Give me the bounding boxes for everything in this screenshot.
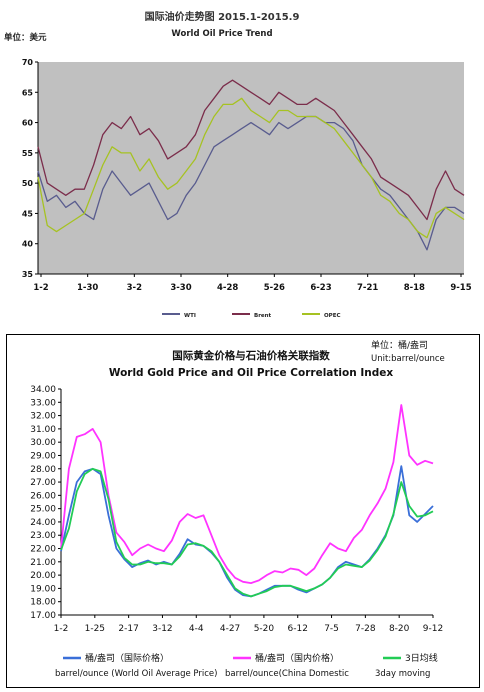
y-tick-label: 65 <box>22 88 34 97</box>
y-tick-label: 70 <box>22 58 34 67</box>
y-tick-label: 45 <box>22 209 34 218</box>
x-tick-label: 1-25 <box>85 624 105 634</box>
x-tick-label: 2-17 <box>118 624 138 634</box>
series-line-3 <box>60 467 434 598</box>
y-tick-label: 20.00 <box>30 571 56 581</box>
correlation-chart-svg: 国际黄金价格与石油价格关联指数 World Gold Price and Oil… <box>30 339 445 679</box>
chart-title: 国际油价走势图 2015.1-2015.9 <box>145 10 300 23</box>
legend-label: Brent <box>254 313 272 319</box>
chart-subtitle: World Oil Price Trend <box>171 29 272 39</box>
chart-title: 国际黄金价格与石油价格关联指数 <box>172 349 330 362</box>
legend-sublabel: barrel/ounce(China Domestic <box>225 669 349 679</box>
gold-oil-correlation-chart: 国际黄金价格与石油价格关联指数 World Gold Price and Oil… <box>6 334 480 688</box>
plot-area <box>38 62 464 274</box>
unit-label: 单位：美元 <box>4 32 47 43</box>
oil-price-chart: 国际油价走势图 2015.1-2015.9 World Oil Price Tr… <box>0 0 484 322</box>
x-tick-label: 9-15 <box>450 283 471 293</box>
x-tick-label: 7-21 <box>357 283 378 293</box>
y-tick-label: 31.00 <box>30 425 56 435</box>
y-tick-label: 55 <box>22 149 34 158</box>
y-tick-label: 27.00 <box>30 478 56 488</box>
legend-label: WTI <box>184 313 196 319</box>
y-tick-label: 29.00 <box>30 451 56 461</box>
y-tick-label: 25.00 <box>30 505 56 515</box>
x-tick-label: 1-2 <box>54 624 69 634</box>
x-tick-label: 3-30 <box>170 283 191 293</box>
y-tick-label: 35 <box>22 270 34 279</box>
x-tick-label: 5-26 <box>264 283 285 293</box>
y-tick-label: 19.00 <box>30 584 56 594</box>
legend-label: 3日均线 <box>405 652 438 664</box>
y-tick-label: 23.00 <box>30 531 56 541</box>
x-tick-label: 8-20 <box>389 624 410 634</box>
y-tick-label: 24.00 <box>30 518 56 528</box>
x-tick-label: 3-2 <box>127 283 142 293</box>
unit-label-en: Unit:barrel/ounce <box>371 354 445 364</box>
x-tick-label: 4-4 <box>189 624 204 634</box>
y-tick-label: 34.00 <box>30 385 56 395</box>
chart-subtitle: World Gold Price and Oil Price Correlati… <box>109 367 393 379</box>
y-tick-label: 17.00 <box>30 611 56 621</box>
y-tick-label: 40 <box>22 240 34 249</box>
legend-sublabel: 3day moving <box>375 669 430 679</box>
legend-sublabel: barrel/ounce (World Oil Average Price) <box>55 669 217 679</box>
x-tick-label: 3-12 <box>152 624 172 634</box>
y-tick-label: 22.00 <box>30 545 56 555</box>
y-tick-label: 33.00 <box>30 398 56 408</box>
unit-label: 单位：桶/盎司 <box>371 339 428 351</box>
y-tick-label: 21.00 <box>30 558 56 568</box>
y-tick-label: 30.00 <box>30 438 56 448</box>
x-tick-label: 4-27 <box>220 624 240 634</box>
y-tick-label: 28.00 <box>30 465 56 475</box>
x-tick-label: 1-30 <box>77 283 98 293</box>
x-tick-label: 6-23 <box>310 283 331 293</box>
y-tick-label: 26.00 <box>30 491 56 501</box>
x-tick-label: 1-2 <box>33 283 48 293</box>
y-tick-label: 32.00 <box>30 412 56 422</box>
legend-label: OPEC <box>324 313 341 319</box>
series-line-2 <box>60 404 434 585</box>
legend-label: 桶/盎司（国际价格） <box>85 652 169 664</box>
x-tick-label: 6-12 <box>288 624 308 634</box>
y-tick-label: 50 <box>22 179 34 188</box>
oil-price-chart-svg: 国际油价走势图 2015.1-2015.9 World Oil Price Tr… <box>4 0 472 322</box>
y-tick-label: 18.00 <box>30 598 56 608</box>
legend-label: 桶/盎司（国内价格） <box>255 652 339 664</box>
x-tick-label: 8-18 <box>404 283 425 293</box>
y-tick-label: 60 <box>22 119 34 128</box>
x-tick-label: 7-5 <box>324 624 339 634</box>
x-tick-label: 5-20 <box>254 624 275 634</box>
x-tick-label: 4-28 <box>217 283 238 293</box>
x-tick-label: 9-12 <box>423 624 443 634</box>
x-tick-label: 7-28 <box>355 624 376 634</box>
